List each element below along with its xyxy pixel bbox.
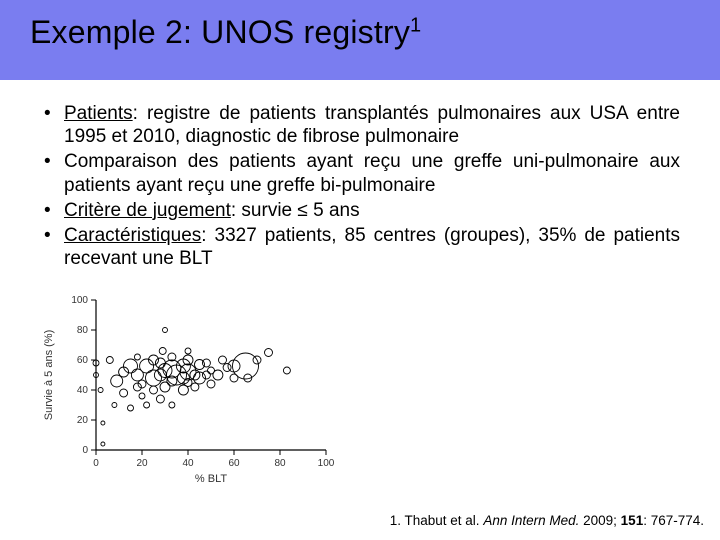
bubble-chart-svg: 0 20 40 60 80 100 0 20 40 60 80 100 % BLT Survie à 5 … (36, 288, 346, 488)
bullet-text: : survie ≤ 5 ans (231, 200, 360, 221)
bullet-item: Patients: registre de patients transplan… (40, 102, 680, 148)
svg-text:0: 0 (82, 445, 88, 456)
bullet-item: Critère de jugement: survie ≤ 5 ans (40, 199, 680, 222)
citation-pages: : 767-774. (643, 513, 704, 528)
citation-journal: Ann Intern Med. (483, 513, 583, 528)
citation-volume: 151 (621, 513, 644, 528)
bullet-label: Caractéristiques (64, 225, 201, 246)
title-bar: Exemple 2: UNOS registry1 (0, 0, 720, 80)
svg-text:80: 80 (77, 325, 89, 336)
bullet-text: : registre de patients transplantés pulm… (64, 103, 680, 147)
title-text: Exemple 2: UNOS registry (30, 14, 410, 50)
svg-text:100: 100 (71, 295, 88, 306)
svg-text:40: 40 (182, 458, 194, 469)
citation-year: 2009; (583, 513, 621, 528)
svg-text:20: 20 (77, 415, 89, 426)
body-area: Patients: registre de patients transplan… (0, 80, 720, 270)
svg-text:100: 100 (318, 458, 335, 469)
bullet-list: Patients: registre de patients transplan… (40, 102, 680, 270)
svg-text:60: 60 (228, 458, 240, 469)
svg-text:% BLT: % BLT (195, 473, 227, 485)
svg-text:0: 0 (93, 458, 99, 469)
citation-prefix: 1. Thabut et al. (390, 513, 484, 528)
svg-text:40: 40 (77, 385, 89, 396)
svg-text:20: 20 (136, 458, 148, 469)
title-sup: 1 (410, 14, 421, 36)
bullet-label: Critère de jugement (64, 200, 231, 221)
citation: 1. Thabut et al. Ann Intern Med. 2009; 1… (390, 513, 704, 528)
bullet-label: Patients (64, 103, 133, 124)
bullet-item: Caractéristiques: 3327 patients, 85 cent… (40, 224, 680, 270)
bubble-chart: 0 20 40 60 80 100 0 20 40 60 80 100 % BLT Survie à 5 … (36, 288, 346, 488)
svg-text:80: 80 (274, 458, 286, 469)
bullet-item: Comparaison des patients ayant reçu une … (40, 150, 680, 196)
bullet-text: Comparaison des patients ayant reçu une … (64, 151, 680, 195)
svg-text:Survie à 5 ans (%): Survie à 5 ans (%) (43, 330, 55, 420)
svg-text:60: 60 (77, 355, 89, 366)
